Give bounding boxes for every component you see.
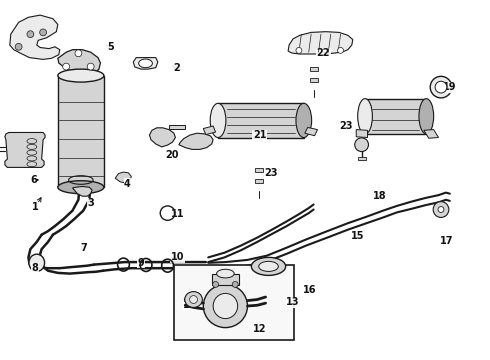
Text: 19: 19 bbox=[443, 82, 457, 92]
Ellipse shape bbox=[29, 254, 45, 271]
Ellipse shape bbox=[213, 293, 238, 319]
Text: 18: 18 bbox=[373, 191, 387, 201]
Text: 21: 21 bbox=[253, 130, 267, 140]
Circle shape bbox=[338, 48, 343, 53]
Ellipse shape bbox=[58, 181, 104, 194]
Text: 22: 22 bbox=[317, 48, 330, 58]
Circle shape bbox=[27, 31, 34, 38]
Circle shape bbox=[438, 207, 444, 212]
Ellipse shape bbox=[217, 269, 234, 278]
Ellipse shape bbox=[203, 284, 247, 328]
Circle shape bbox=[430, 76, 452, 98]
Text: 20: 20 bbox=[166, 150, 179, 160]
Circle shape bbox=[232, 282, 238, 287]
Bar bbox=[174, 265, 294, 340]
Polygon shape bbox=[10, 15, 60, 59]
Circle shape bbox=[63, 63, 70, 70]
Bar bbox=[212, 274, 239, 285]
Bar bbox=[58, 76, 104, 187]
Bar bbox=[255, 168, 263, 172]
Text: 3: 3 bbox=[87, 198, 94, 208]
Circle shape bbox=[15, 43, 22, 50]
Text: 23: 23 bbox=[265, 168, 278, 178]
Polygon shape bbox=[179, 133, 213, 149]
Circle shape bbox=[75, 50, 82, 57]
Bar bbox=[310, 78, 318, 82]
Ellipse shape bbox=[139, 59, 152, 68]
Text: 9: 9 bbox=[138, 258, 145, 268]
Ellipse shape bbox=[358, 99, 372, 134]
Text: 6: 6 bbox=[30, 175, 37, 185]
Bar bbox=[310, 67, 318, 71]
Text: 5: 5 bbox=[107, 42, 114, 52]
Polygon shape bbox=[288, 32, 353, 54]
Ellipse shape bbox=[259, 261, 278, 271]
Text: 8: 8 bbox=[32, 263, 39, 273]
Text: 14: 14 bbox=[183, 300, 197, 310]
Polygon shape bbox=[5, 132, 45, 167]
Circle shape bbox=[87, 63, 94, 70]
Polygon shape bbox=[58, 50, 100, 73]
Polygon shape bbox=[305, 127, 318, 136]
Ellipse shape bbox=[185, 292, 202, 307]
Bar bbox=[255, 179, 263, 183]
Bar bbox=[218, 103, 304, 138]
Text: 10: 10 bbox=[171, 252, 184, 262]
Bar bbox=[169, 125, 185, 129]
Circle shape bbox=[40, 29, 47, 36]
Circle shape bbox=[435, 81, 447, 93]
Polygon shape bbox=[356, 130, 368, 138]
Bar bbox=[358, 157, 366, 160]
Bar bbox=[365, 99, 426, 134]
Text: 7: 7 bbox=[80, 243, 87, 253]
Text: 1: 1 bbox=[32, 202, 39, 212]
Text: 23: 23 bbox=[339, 121, 353, 131]
Ellipse shape bbox=[433, 202, 449, 217]
Circle shape bbox=[296, 48, 302, 53]
Text: 13: 13 bbox=[286, 297, 300, 307]
Text: 2: 2 bbox=[173, 63, 180, 73]
Polygon shape bbox=[424, 130, 439, 138]
Ellipse shape bbox=[419, 99, 434, 134]
Text: 4: 4 bbox=[124, 179, 131, 189]
Polygon shape bbox=[73, 186, 92, 196]
Polygon shape bbox=[133, 58, 158, 69]
Text: 17: 17 bbox=[440, 236, 454, 246]
Ellipse shape bbox=[58, 69, 104, 82]
Ellipse shape bbox=[296, 103, 312, 138]
Ellipse shape bbox=[210, 103, 226, 138]
Polygon shape bbox=[203, 126, 216, 135]
Text: 11: 11 bbox=[171, 209, 184, 219]
Circle shape bbox=[213, 282, 219, 287]
Polygon shape bbox=[115, 172, 131, 183]
Text: 15: 15 bbox=[351, 231, 365, 241]
Ellipse shape bbox=[251, 257, 286, 275]
Text: 12: 12 bbox=[253, 324, 267, 334]
Text: 16: 16 bbox=[303, 285, 317, 295]
Circle shape bbox=[355, 138, 368, 152]
Circle shape bbox=[190, 296, 197, 303]
Polygon shape bbox=[149, 128, 175, 147]
